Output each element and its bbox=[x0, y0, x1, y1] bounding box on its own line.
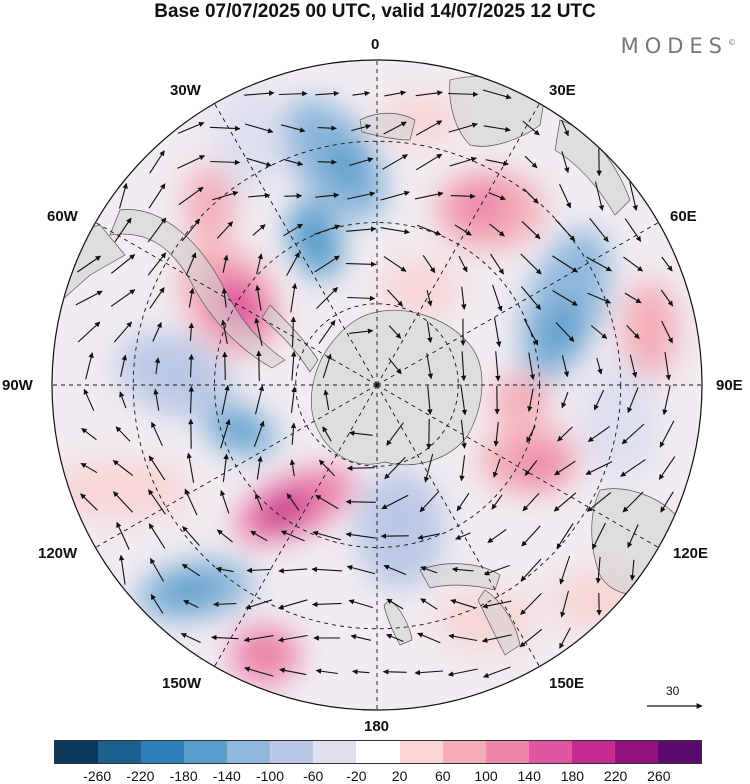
wind-vector bbox=[318, 162, 337, 163]
anomaly-blob bbox=[50, 460, 190, 520]
colorbar-tick-label: -100 bbox=[256, 768, 284, 784]
colorbar-tick-label: -180 bbox=[170, 768, 198, 784]
lon-label-150e: 150E bbox=[549, 675, 584, 693]
colorbar-swatch bbox=[227, 741, 270, 763]
colorbar-swatch bbox=[313, 741, 356, 763]
colorbar bbox=[54, 740, 702, 764]
lon-label-90w: 90W bbox=[2, 377, 33, 395]
colorbar-tick-label: 60 bbox=[435, 768, 451, 784]
wind-vector bbox=[225, 352, 226, 380]
colorbar-tick-label: 220 bbox=[604, 768, 627, 784]
colorbar-swatch bbox=[443, 741, 486, 763]
lon-label-30e: 30E bbox=[549, 82, 576, 100]
colorbar-tick-labels: -260 -220 -180 -140 -100 -60 -20 20 60 100 140 180 2… bbox=[0, 768, 750, 784]
anomaly-blob bbox=[215, 85, 285, 195]
colorbar-swatch bbox=[572, 741, 615, 763]
lon-label-60e: 60E bbox=[670, 208, 697, 226]
colorbar-swatch bbox=[98, 741, 141, 763]
colorbar-tick-label: -260 bbox=[83, 768, 111, 784]
colorbar-swatch bbox=[529, 741, 572, 763]
lon-label-30w: 30W bbox=[170, 82, 201, 100]
reference-vector-label: 30 bbox=[666, 684, 679, 698]
colorbar-tick-label: 140 bbox=[518, 768, 541, 784]
colorbar-tick-label: -220 bbox=[126, 768, 154, 784]
anomaly-blob bbox=[452, 183, 508, 227]
lon-label-0: 0 bbox=[371, 36, 379, 54]
anomaly-blob bbox=[230, 625, 300, 685]
colorbar-swatch bbox=[356, 741, 399, 763]
anomaly-blob bbox=[580, 360, 660, 480]
wind-vector bbox=[284, 196, 301, 197]
anomaly-blob bbox=[490, 375, 550, 425]
colorbar-swatch bbox=[141, 741, 184, 763]
colorbar-tick-label: -20 bbox=[346, 768, 366, 784]
wind-vector bbox=[347, 468, 374, 469]
colorbar-swatch bbox=[55, 741, 98, 763]
colorbar-tick-label: -140 bbox=[213, 768, 241, 784]
colorbar-swatch bbox=[184, 741, 227, 763]
colorbar-swatch bbox=[400, 741, 443, 763]
wind-vector bbox=[346, 502, 376, 503]
colorbar-swatch bbox=[270, 741, 313, 763]
lon-label-180: 180 bbox=[364, 718, 389, 736]
wind-vector bbox=[259, 351, 260, 381]
lon-label-150w: 150W bbox=[162, 675, 201, 693]
colorbar-tick-label: 20 bbox=[392, 768, 408, 784]
colorbar-tick-label: 180 bbox=[561, 768, 584, 784]
colorbar-tick-label: 100 bbox=[474, 768, 497, 784]
colorbar-tick-label: 260 bbox=[647, 768, 670, 784]
colorbar-swatch bbox=[658, 741, 701, 763]
colorbar-swatch bbox=[615, 741, 658, 763]
colorbar-tick-label: -60 bbox=[303, 768, 323, 784]
anomaly-blob bbox=[515, 447, 565, 483]
lon-label-90e: 90E bbox=[716, 377, 743, 395]
lon-label-60w: 60W bbox=[47, 208, 78, 226]
colorbar-swatch bbox=[486, 741, 529, 763]
lon-label-120e: 120E bbox=[673, 545, 708, 563]
polar-map bbox=[0, 0, 750, 740]
lon-label-120w: 120W bbox=[38, 545, 77, 563]
wind-vector bbox=[383, 672, 406, 673]
